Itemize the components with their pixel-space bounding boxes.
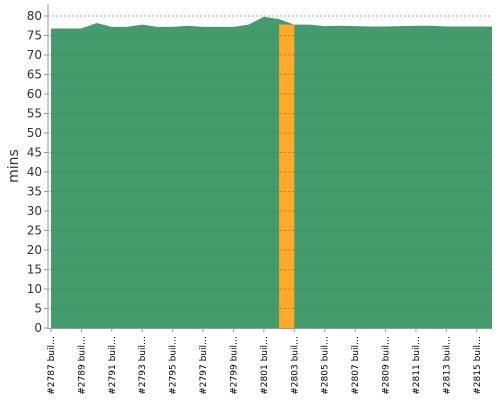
y-tick-label: 10 [27,282,42,296]
y-tick-label: 60 [27,87,42,101]
x-tick-label: #2787 buil… [47,336,57,395]
x-tick-label: #2815 buil… [473,336,483,395]
y-tick-label: 55 [27,107,42,121]
x-tick-label: #2813 buil… [442,336,452,395]
y-tick-label: 25 [27,224,42,238]
x-tick-label: #2797 buil… [199,336,209,395]
x-tick-label: #2803 buil… [290,336,300,395]
axes [44,4,492,332]
x-tick-label: #2795 buil… [169,336,179,395]
x-tick-label: #2801 buil… [260,336,270,395]
x-tick-label: #2811 buil… [412,336,422,395]
y-tick-label: 80 [27,9,42,23]
y-tick-label: 40 [27,165,42,179]
x-tick-label: #2809 buil… [382,336,392,395]
y-tick-label: 75 [27,29,42,43]
x-tick-label: #2793 buil… [138,336,148,395]
y-tick-label: 35 [27,185,42,199]
y-tick-label: 30 [27,204,42,218]
y-tick-label: 50 [27,126,42,140]
y-tick-label: 70 [27,48,42,62]
y-tick-label: 0 [34,321,42,335]
highlighted-build-bar [279,24,295,329]
x-tick-label: #2789 buil… [77,336,87,395]
x-tick-label: #2807 buil… [351,336,361,395]
gridlines [48,15,492,309]
y-tick-label: 20 [27,243,42,257]
y-tick-label: 5 [34,302,42,316]
y-tick-labels: 0 5 10 15 20 25 30 35 40 45 50 55 60 65 70 75 80 [27,9,42,335]
highlight-layer [279,24,295,329]
y-tick-label: 45 [27,146,42,160]
x-tick-label: #2805 buil… [321,336,331,395]
y-tick-label: 65 [27,68,42,82]
y-tick-label: 15 [27,263,42,277]
y-axis-title: mins [6,149,22,183]
x-tick-label: #2791 buil… [108,336,118,395]
x-tick-label: #2799 buil… [230,336,240,395]
x-tick-labels: #2787 buil… #2789 buil… #2791 buil… #2793 b… [47,336,483,395]
